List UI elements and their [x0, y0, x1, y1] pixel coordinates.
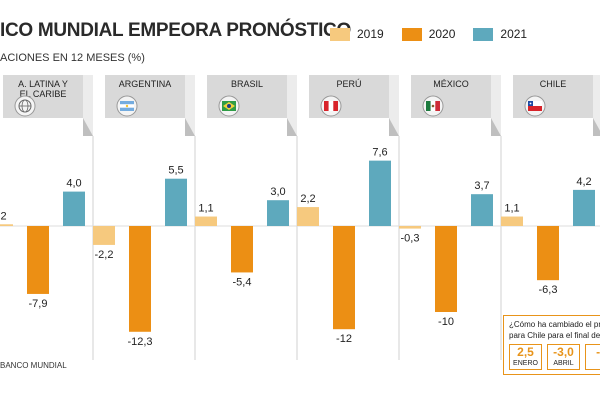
data-label-2021: 5,5 — [168, 165, 183, 177]
category-label: MÉXICO — [433, 79, 469, 89]
data-label-2019: -0,3 — [401, 233, 420, 245]
header-fold-shadow — [83, 118, 93, 136]
data-label-2021: 3,7 — [474, 180, 489, 192]
bar-2020 — [27, 226, 49, 294]
note-question: ¿Cómo ha cambiado el pro para Chile para… — [509, 319, 600, 341]
legend-label-2019: 2019 — [357, 27, 384, 41]
note-question-line2: para Chile para el final del — [509, 331, 600, 340]
data-label-2020: -6,3 — [539, 284, 558, 296]
category-label: CHILE — [540, 79, 567, 89]
chile-flag-band — [528, 106, 542, 111]
category-label: BRASIL — [231, 79, 263, 89]
note-values: 2,5 ENERO -3,0 ABRIL -4 — [509, 344, 600, 370]
peru-flag-band — [333, 101, 338, 111]
legend-label-2021: 2021 — [500, 27, 528, 41]
bar-2020 — [231, 226, 253, 273]
header-fold-shadow — [185, 118, 195, 136]
category-label: EL CARIBE — [20, 89, 67, 99]
data-label-2021: 4,0 — [66, 178, 81, 190]
header-fold — [491, 75, 501, 136]
mexico-flag-icon — [426, 101, 431, 111]
legend-swatch-2021 — [473, 27, 494, 41]
bar-2020 — [537, 226, 559, 281]
peru-flag-icon — [324, 101, 329, 111]
globe-icon-meridian — [21, 99, 29, 113]
bar-2021 — [63, 191, 85, 226]
bar-2019 — [297, 207, 319, 226]
bar-2019 — [399, 226, 421, 229]
mexico-flag-band — [435, 101, 440, 111]
chart-title: ICO MUNDIAL EMPEORA PRONÓSTICO — [0, 20, 351, 41]
source-note: BANCO MUNDIAL — [0, 361, 67, 370]
note-value: -4 — [596, 345, 600, 359]
brazil-flag-globe — [227, 104, 231, 108]
bar-2019 — [195, 216, 217, 226]
header-fold — [83, 75, 93, 136]
header-fold-shadow — [593, 118, 600, 136]
note-value: -3,0 — [553, 345, 574, 359]
legend-swatch-2020 — [401, 27, 422, 41]
data-label-2020: -12,3 — [127, 336, 152, 348]
note-month: ABRIL — [553, 360, 574, 367]
bar-2019 — [0, 224, 13, 226]
bar-2021 — [471, 194, 493, 226]
header-fold-shadow — [389, 118, 399, 136]
note-value: 2,5 — [517, 345, 534, 359]
category-label: PERÚ — [336, 79, 361, 89]
chile-forecast-note: ¿Cómo ha cambiado el pro para Chile para… — [503, 315, 600, 375]
data-label-2019: 1,1 — [198, 203, 213, 215]
peru-flag-band — [328, 101, 334, 111]
note-value-abril: -3,0 ABRIL — [547, 344, 580, 370]
data-label-2020: -12 — [336, 333, 352, 345]
data-label-2019: .2 — [0, 210, 7, 222]
legend-label-2020: 2020 — [428, 27, 456, 41]
header-fold — [287, 75, 297, 136]
data-label-2019: -2,2 — [95, 249, 114, 261]
data-label-2020: -5,4 — [233, 276, 252, 288]
bar-2019 — [93, 226, 115, 245]
chile-flag-icon — [528, 101, 542, 106]
data-label-2019: 2,2 — [300, 193, 315, 205]
bar-2020 — [435, 226, 457, 312]
legend-item-2021: 2021 — [473, 27, 527, 41]
note-question-line1: ¿Cómo ha cambiado el pro — [509, 320, 600, 329]
argentina-flag-icon — [120, 101, 134, 105]
header-fold-shadow — [287, 118, 297, 136]
bar-2021 — [165, 178, 187, 226]
argentina-flag-sun — [125, 104, 129, 108]
note-value-third: -4 — [585, 344, 600, 370]
header-fold — [185, 75, 195, 136]
note-month: ENERO — [513, 360, 538, 367]
category-label: ARGENTINA — [119, 79, 172, 89]
bar-2021 — [267, 200, 289, 226]
header-fold-shadow — [491, 118, 501, 136]
legend-item-2019: 2019 — [330, 27, 384, 41]
data-label-2020: -7,9 — [29, 298, 48, 310]
bar-2019 — [501, 216, 523, 226]
mexico-flag-emblem — [431, 104, 435, 108]
bar-2021 — [369, 160, 391, 226]
data-label-2021: 4,2 — [576, 176, 591, 188]
category-label: A. LATINA Y — [18, 79, 68, 89]
data-label-2020: -10 — [438, 316, 454, 328]
bar-2020 — [333, 226, 355, 330]
data-label-2019: 1,1 — [504, 203, 519, 215]
legend: 2019 2020 2021 — [330, 27, 545, 41]
argentina-flag-icon-band — [120, 107, 134, 111]
chile-flag-star — [529, 102, 532, 105]
header-fold — [389, 75, 399, 136]
header-fold — [593, 75, 600, 131]
bar-2020 — [129, 226, 151, 332]
legend-item-2020: 2020 — [401, 27, 456, 41]
data-label-2021: 3,0 — [270, 186, 285, 198]
bar-2021 — [573, 189, 595, 226]
legend-swatch-2019 — [330, 27, 350, 41]
chart-subtitle: ACIONES EN 12 MESES (%) — [0, 52, 145, 64]
note-value-enero: 2,5 ENERO — [509, 344, 542, 370]
data-label-2021: 7,6 — [372, 147, 387, 159]
